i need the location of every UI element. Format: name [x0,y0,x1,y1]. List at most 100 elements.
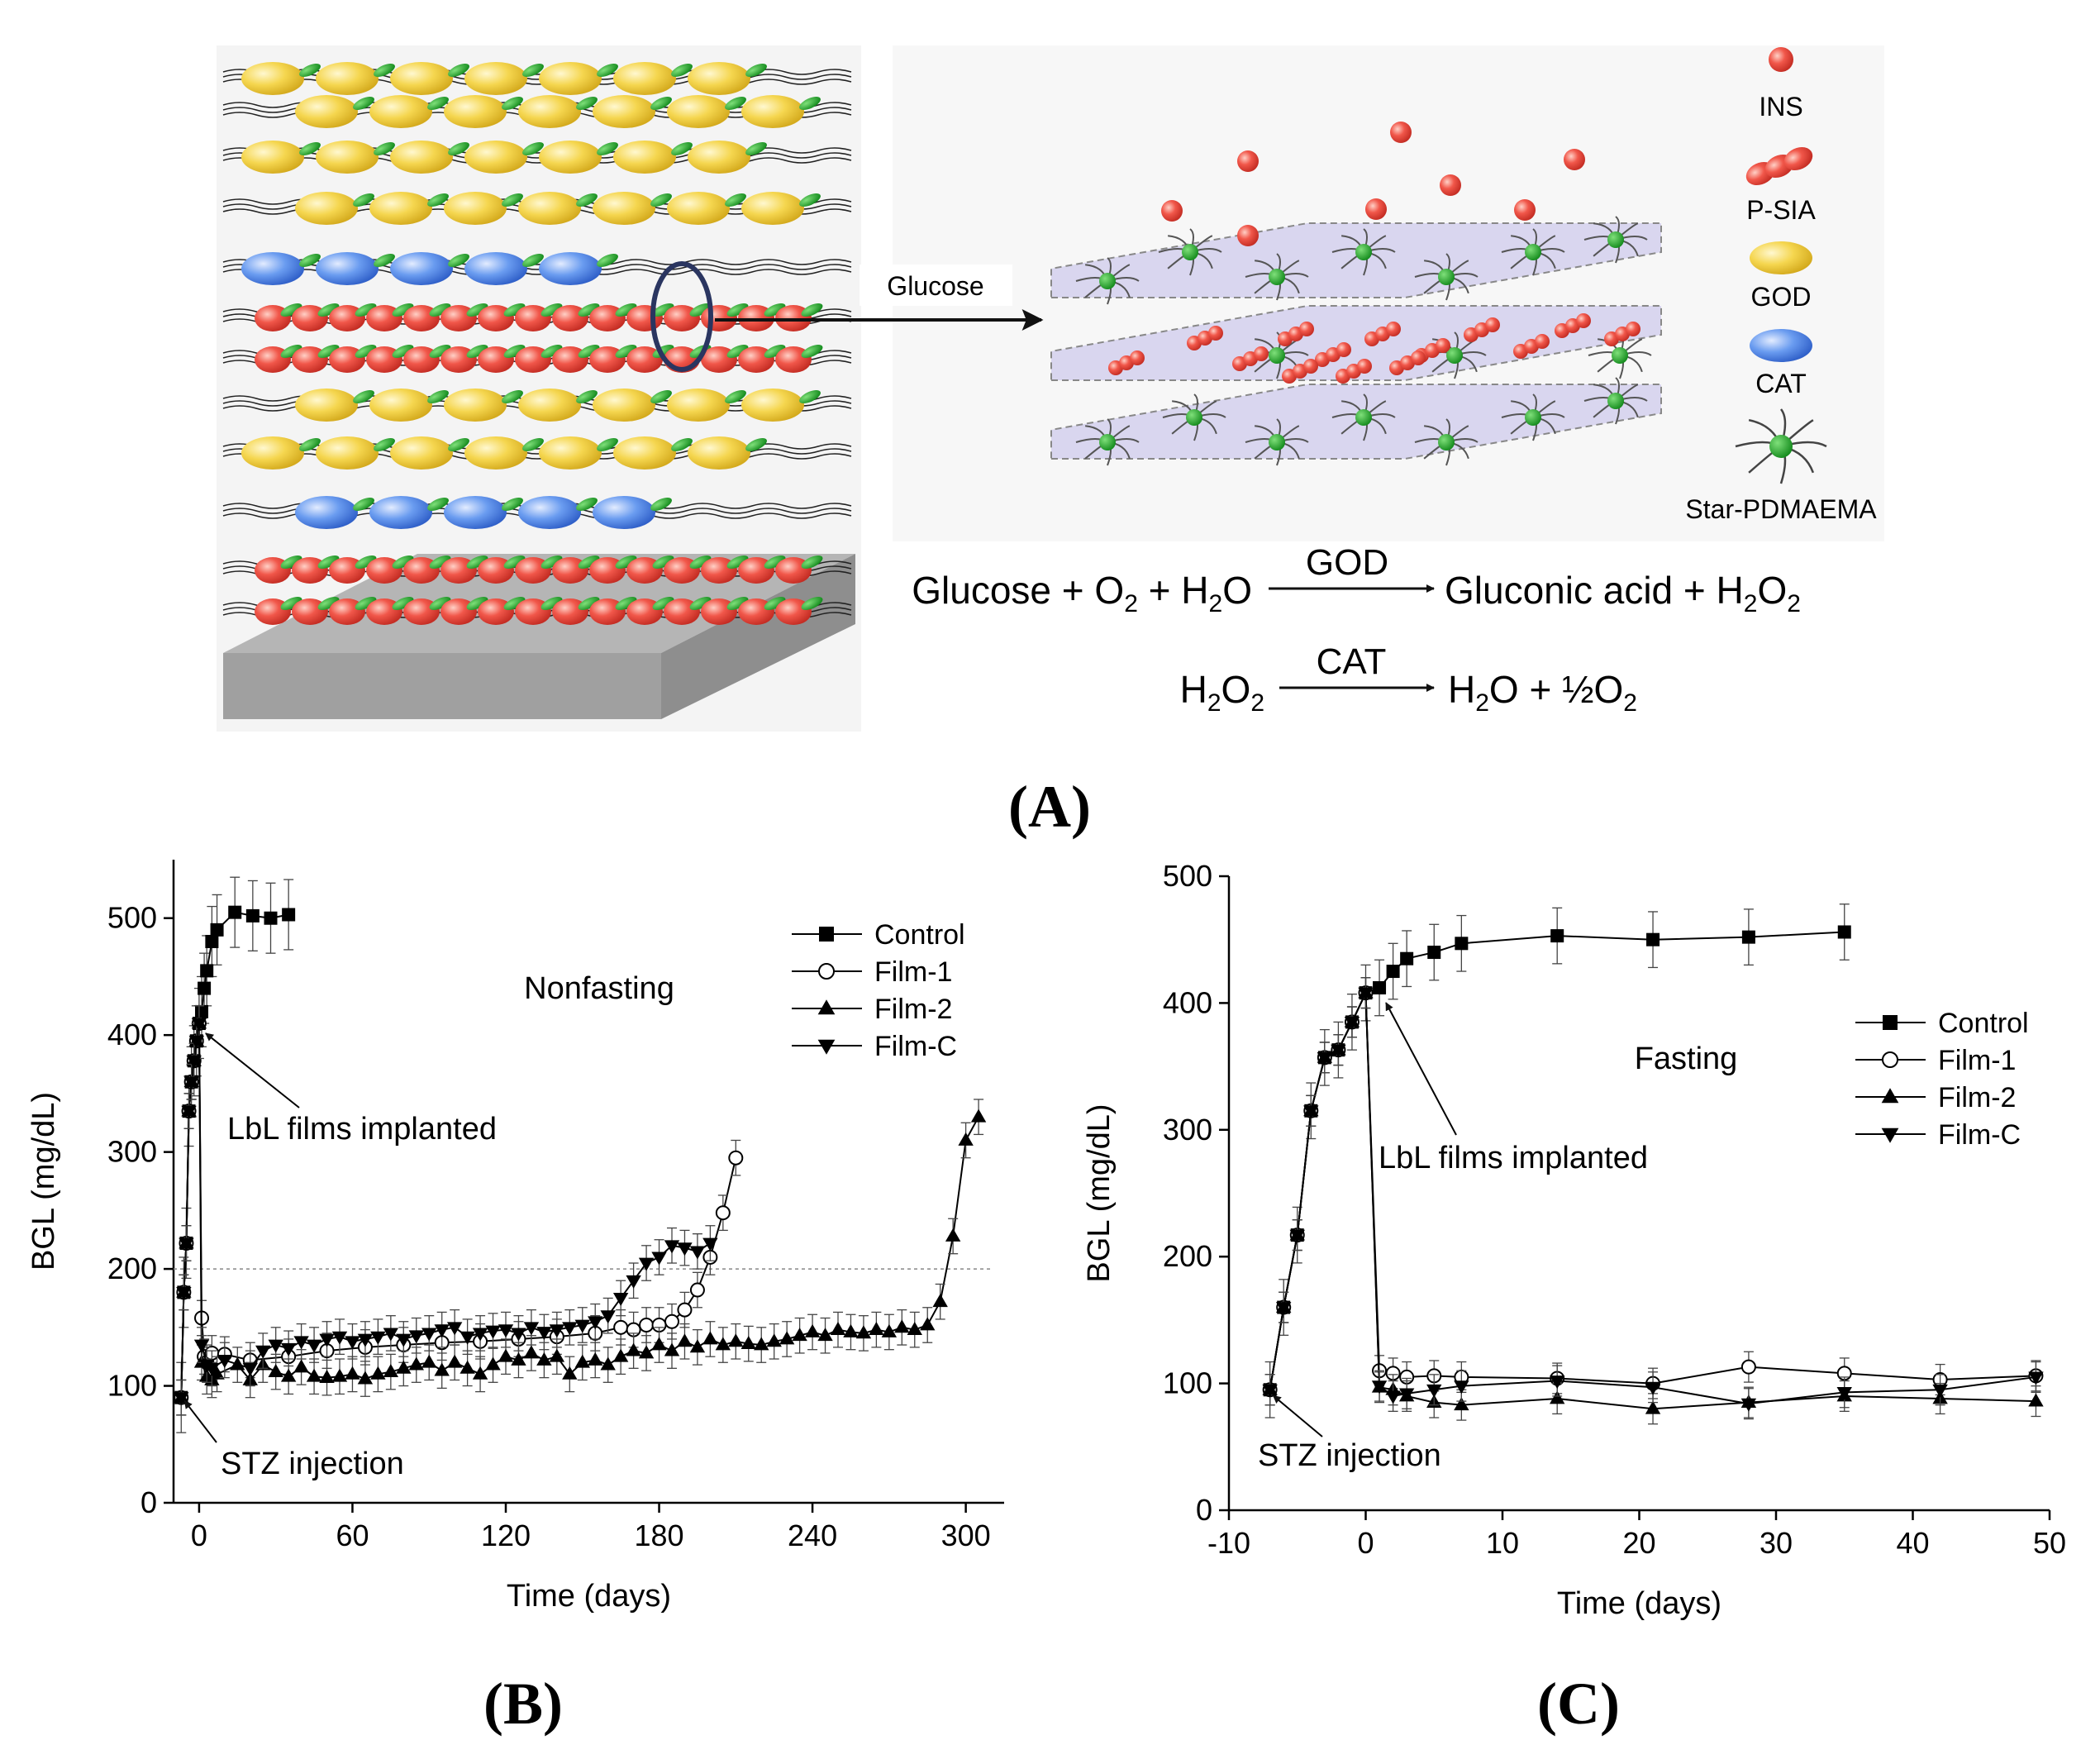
data-point [268,1339,283,1353]
data-point [357,1333,374,1347]
data-point [970,1108,987,1123]
eq-part: + H [1138,569,1209,612]
star-core [280,555,302,570]
star-core [597,253,618,268]
data-point [2028,1393,2044,1407]
callout-arrow [183,1399,217,1443]
data-point [306,1339,322,1353]
data-point [319,1333,335,1347]
data-point [689,1282,705,1298]
data-point [280,1342,297,1356]
legend-item-p-sia: P-SIA [1745,146,1816,225]
data-point [945,1228,961,1242]
god-ellipse [444,192,507,225]
god-ellipse [667,95,730,128]
star-core [671,437,693,452]
data-point [600,1356,616,1371]
star-core [576,193,598,207]
x-tick-label: 300 [941,1518,991,1552]
star-core [650,389,672,404]
star-core [726,555,749,570]
star-polymer [1162,393,1226,441]
star-polymer [1245,253,1309,301]
data-point [881,1323,898,1337]
data-point [932,1294,948,1308]
data-point [1836,1386,1852,1400]
eq-part: 2 [1209,590,1223,617]
god-ellipse [241,141,304,174]
star-core [801,596,823,611]
data-point [818,963,835,980]
star-core [650,96,672,111]
star-core [764,596,786,611]
data-point [804,1323,821,1337]
star-core [429,344,451,359]
eq-part: O + ½O [1489,668,1623,711]
series-film-c [1262,977,2044,1420]
legend-label: Film-C [1938,1119,2021,1151]
god-ellipse [390,62,453,95]
star-core [1099,273,1116,289]
data-point [562,1322,578,1336]
eq-part: 2 [1744,590,1758,617]
x-tick-label: 20 [1622,1526,1655,1560]
star-polymer [1075,418,1140,466]
god-ellipse [613,436,676,470]
y-axis-label: BGL (mg/dL) [1082,1104,1117,1282]
star-core [299,141,321,156]
data-point [702,1331,718,1345]
psia-bead [1411,350,1426,365]
data-point [434,1324,450,1338]
chart-annotation: Nonfasting [524,971,674,1006]
legend-item-cat: CAT [1750,329,1812,398]
star-core [374,437,395,452]
data-point [523,1322,540,1336]
star-core [1438,434,1455,451]
star-polymer [1075,257,1140,305]
series-film-c [174,1005,718,1416]
data-point [209,1366,225,1380]
star-core [503,303,526,317]
star-core [427,96,449,111]
star-core [355,344,377,359]
star-polymer [1583,216,1648,264]
star-core [1269,269,1285,285]
eq-part: 2 [1207,689,1221,717]
star-core [1182,244,1198,260]
star-core [725,193,746,207]
god-ellipse [316,141,379,174]
legend-label: Control [1938,1008,2029,1039]
insulin-sphere [1514,199,1536,221]
data-point [728,1150,744,1166]
star-core [799,96,821,111]
star-core [597,437,618,452]
psia-bead [1436,338,1450,353]
star-core [1186,409,1202,426]
data-point [600,1310,616,1324]
star-core [578,303,600,317]
psia-bead [1357,359,1372,374]
star-core [764,344,786,359]
data-point [434,1362,450,1376]
star-core [317,344,340,359]
star-core [1355,409,1372,426]
god-ellipse [390,436,453,470]
data-point [511,1328,526,1342]
data-point [421,1354,437,1368]
data-point [242,1362,258,1376]
star-core [615,555,637,570]
god-ellipse [464,62,527,95]
star-polymer [1414,253,1479,301]
data-point [446,1322,463,1336]
god-ellipse [539,62,602,95]
psia-bead [1208,326,1223,341]
star-core [726,344,749,359]
insulin-sphere [1365,198,1387,220]
psia-bead [1299,322,1314,336]
data-point [228,905,242,919]
film-layer [222,436,852,470]
star-polymer [1331,393,1396,441]
legend-item-star-pdmaema: Star-PDMAEMA [1685,408,1877,524]
data-point [1740,1359,1756,1375]
data-point [689,1339,706,1353]
